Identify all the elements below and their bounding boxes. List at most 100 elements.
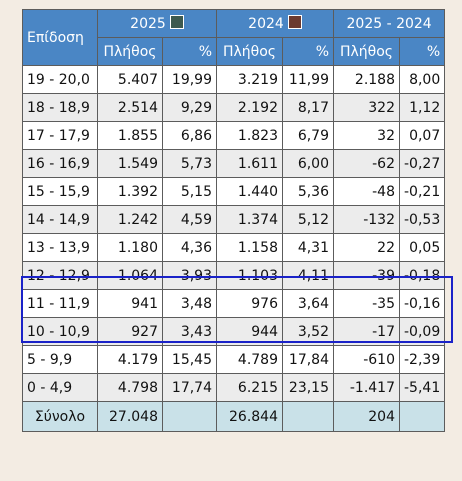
pct-2025-cell: 17,74 [162,373,217,402]
pct-diff-cell: -0,18 [398,261,446,290]
pct-2024-cell: 6,79 [282,121,334,150]
pct-2025-cell: 5,73 [162,149,217,178]
pct-diff-cell: 8,00 [398,65,446,94]
grades-comparison-table: Επίδοση 2025 2024 2025 - 2024 Πλήθος % Π… [22,9,446,432]
table-row: 13 - 13,9 1.180 4,36 1.158 4,31 22 0,05 [22,233,446,262]
count-2025-cell: 941 [97,289,163,318]
pct-diff-cell: 0,07 [398,121,446,150]
pct-2025-cell: 6,86 [162,121,217,150]
pct-2024-cell: 17,84 [282,345,334,374]
count-diff-cell: 32 [333,121,400,150]
pct-2025-cell: 5,15 [162,177,217,206]
grade-range-cell: 14 - 14,9 [22,205,98,234]
total-label: Σύνολο [22,401,98,432]
grade-range-cell: 15 - 15,9 [22,177,98,206]
grade-range-cell: 19 - 20,0 [22,65,98,94]
count-2024-cell: 1.374 [216,205,283,234]
table-row: 18 - 18,9 2.514 9,29 2.192 8,17 322 1,12 [22,93,446,122]
count-diff-header: Πλήθος [333,37,400,66]
table-row: 16 - 16,9 1.549 5,73 1.611 6,00 -62 -0,27 [22,149,446,178]
total-pct-diff [398,401,446,432]
pct-2025-cell: 4,36 [162,233,217,262]
legend-swatch-2024-icon [287,15,302,29]
count-2025-cell: 1.392 [97,177,163,206]
grade-range-cell: 18 - 18,9 [22,93,98,122]
count-2024-cell: 1.611 [216,149,283,178]
table-row: 0 - 4,9 4.798 17,74 6.215 23,15 -1.417 -5,41 [22,373,446,402]
count-diff-cell: -132 [333,205,400,234]
total-count-diff: 204 [333,401,400,432]
pct-2025-cell: 3,48 [162,289,217,318]
count-diff-cell: -62 [333,149,400,178]
count-2024-cell: 944 [216,317,283,346]
pct-2025-cell: 3,93 [162,261,217,290]
total-count-2025: 27.048 [97,401,163,432]
count-2025-cell: 927 [97,317,163,346]
grade-range-cell: 11 - 11,9 [22,289,98,318]
count-diff-cell: -1.417 [333,373,400,402]
grade-range-cell: 16 - 16,9 [22,149,98,178]
total-pct-2024 [282,401,334,432]
table-row: 12 - 12,9 1.064 3,93 1.103 4,11 -39 -0,18 [22,261,446,290]
grade-range-cell: 0 - 4,9 [22,373,98,402]
count-diff-cell: 2.188 [333,65,400,94]
pct-diff-cell: -5,41 [398,373,446,402]
count-2025-cell: 1.064 [97,261,163,290]
pct-diff-cell: -0,21 [398,177,446,206]
table-row: 11 - 11,9 941 3,48 976 3,64 -35 -0,16 [22,289,446,318]
pct-2024-cell: 4,31 [282,233,334,262]
grade-range-cell: 5 - 9,9 [22,345,98,374]
year-2025-header: 2025 [97,9,217,38]
count-2024-cell: 6.215 [216,373,283,402]
count-2024-cell: 2.192 [216,93,283,122]
count-diff-cell: -610 [333,345,400,374]
pct-diff-cell: -0,16 [398,289,446,318]
pct-2025-cell: 4,59 [162,205,217,234]
count-2024-cell: 1.158 [216,233,283,262]
total-row: Σύνολο 27.048 26.844 204 [22,401,446,432]
pct-diff-cell: 1,12 [398,93,446,122]
grade-range-cell: 17 - 17,9 [22,121,98,150]
count-2025-cell: 4.798 [97,373,163,402]
pct-diff-cell: -0,53 [398,205,446,234]
count-diff-cell: 22 [333,233,400,262]
count-2024-cell: 3.219 [216,65,283,94]
pct-diff-header: % [398,37,446,66]
table-row: 5 - 9,9 4.179 15,45 4.789 17,84 -610 -2,39 [22,345,446,374]
count-2025-cell: 2.514 [97,93,163,122]
table-row: 17 - 17,9 1.855 6,86 1.823 6,79 32 0,07 [22,121,446,150]
pct-2025-header: % [162,37,217,66]
grade-range-cell: 12 - 12,9 [22,261,98,290]
count-2025-cell: 1.180 [97,233,163,262]
count-diff-cell: 322 [333,93,400,122]
pct-diff-cell: 0,05 [398,233,446,262]
pct-diff-cell: -0,09 [398,317,446,346]
count-2025-cell: 1.855 [97,121,163,150]
count-diff-cell: -39 [333,261,400,290]
pct-diff-cell: -0,27 [398,149,446,178]
pct-diff-cell: -2,39 [398,345,446,374]
count-2024-header: Πλήθος [216,37,283,66]
pct-2024-cell: 4,11 [282,261,334,290]
pct-2024-cell: 11,99 [282,65,334,94]
grade-range-cell: 13 - 13,9 [22,233,98,262]
grade-range-cell: 10 - 10,9 [22,317,98,346]
table-body: 19 - 20,0 5.407 19,99 3.219 11,99 2.188 8,00 18… [22,65,446,402]
pct-2024-cell: 5,36 [282,177,334,206]
pct-2024-header: % [282,37,334,66]
count-2024-cell: 4.789 [216,345,283,374]
pct-2024-cell: 8,17 [282,93,334,122]
count-diff-cell: -35 [333,289,400,318]
pct-2025-cell: 9,29 [162,93,217,122]
table-row: 19 - 20,0 5.407 19,99 3.219 11,99 2.188 8,00 [22,65,446,94]
pct-2024-cell: 23,15 [282,373,334,402]
grade-range-header: Επίδοση [22,9,98,66]
count-2024-cell: 1.823 [216,121,283,150]
total-pct-2025 [162,401,217,432]
pct-2024-cell: 5,12 [282,205,334,234]
difference-header: 2025 - 2024 [332,9,446,38]
pct-2025-cell: 3,43 [162,317,217,346]
legend-swatch-2025-icon [169,15,184,29]
table-row: 10 - 10,9 927 3,43 944 3,52 -17 -0,09 [22,317,446,346]
count-2024-cell: 976 [216,289,283,318]
